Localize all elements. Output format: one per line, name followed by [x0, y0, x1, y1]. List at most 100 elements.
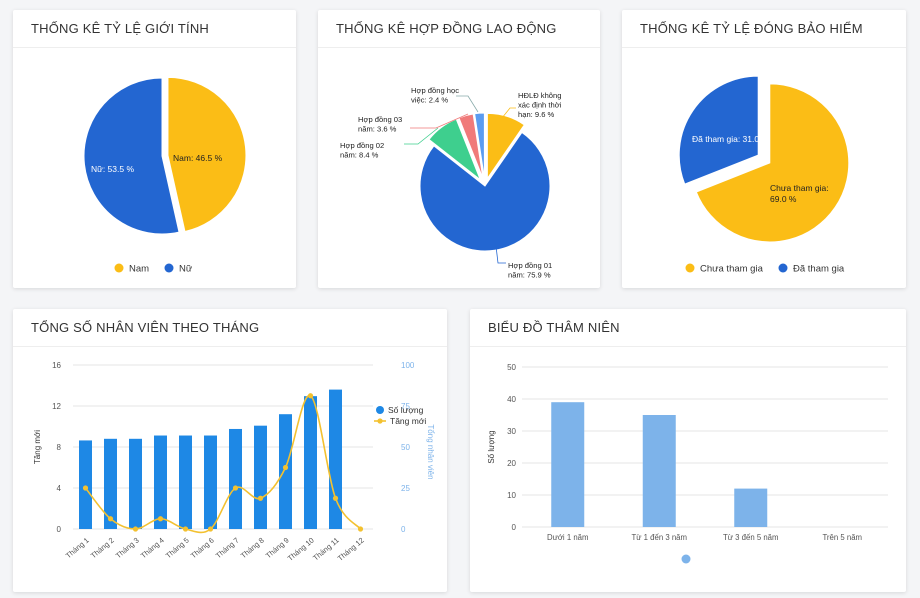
point-tang-moi [332, 495, 339, 501]
legend-label: Số lượng [388, 405, 424, 415]
x-tick-label: Tháng 1 [64, 536, 91, 561]
legend-label: Nữ [179, 264, 193, 275]
x-tick-label: Tháng 6 [189, 536, 216, 561]
bar-so-luong [254, 425, 267, 529]
seniority-bar-chart: 0 10 20 30 40 50 Số lượng Dưới 1 năm Từ 1 đến 3 … [487, 363, 888, 564]
legend-dot [681, 554, 691, 564]
contract-card: THỐNG KÊ HỢP ĐỒNG LAO ĐỘNG HĐLĐ không xác… [318, 10, 600, 288]
bar-so-luong [204, 435, 217, 529]
y-tick: 40 [507, 395, 516, 404]
point-tang-moi [182, 526, 189, 532]
data-label: Nam: 46.5 % [173, 153, 223, 163]
y-tick-right: 25 [401, 484, 410, 493]
point-tang-moi [257, 495, 264, 501]
pie-slice [419, 131, 551, 252]
data-label: Hợp đồng 02 năm: 8.4 % [340, 141, 384, 160]
y-tick-left: 0 [57, 525, 62, 534]
pie-slice [695, 83, 850, 243]
x-tick-label: Tháng 10 [286, 536, 316, 563]
y-tick-left: 4 [57, 484, 62, 493]
x-tick-label: Tháng 8 [239, 536, 266, 561]
legend-dot-nam [114, 263, 124, 273]
x-tick-label: Dưới 1 năm [547, 533, 589, 542]
gender-card: THỐNG KÊ TỶ LỆ GIỚI TÍNH Nam: 46.5 % Nữ: … [13, 10, 296, 288]
pie-slice [678, 75, 759, 185]
data-label: Hợp đồng 03 năm: 3.6 % [358, 115, 402, 134]
x-tick-label: Tháng 11 [311, 536, 341, 563]
legend-label: Chưa tham gia [700, 264, 764, 275]
bar-tham-nien [551, 402, 585, 527]
seniority-card-title: BIỂU ĐỒ THÂM NIÊN [470, 309, 906, 347]
bar-tham-nien [734, 488, 768, 527]
insurance-card-title: THỐNG KÊ TỶ LỆ ĐÓNG BẢO HIỂM [622, 10, 906, 48]
pie-slice [167, 76, 247, 233]
data-label: Chưa tham gia: 69.0 % [770, 183, 829, 204]
y-axis-label: Số lượng [487, 430, 496, 463]
y-tick-right: 50 [401, 443, 410, 452]
legend-dot-nu [164, 263, 174, 273]
legend-dot-so-luong [376, 406, 384, 414]
legend-dot-da-tham-gia [778, 263, 788, 273]
legend-label: Nam [129, 264, 149, 275]
y-tick-right: 0 [401, 525, 406, 534]
x-tick-label: Tháng 7 [214, 536, 241, 561]
point-tang-moi [107, 516, 114, 522]
leader-line [410, 113, 469, 129]
pie-slice [474, 112, 485, 179]
leader-line [456, 95, 479, 113]
y-tick: 50 [507, 363, 516, 372]
bar-so-luong [229, 428, 242, 529]
contract-card-title: THỐNG KÊ HỢP ĐỒNG LAO ĐỘNG [318, 10, 600, 48]
y-tick: 0 [512, 523, 517, 532]
bar-so-luong [329, 389, 342, 529]
contract-pie-chart: HĐLĐ không xác định thời hạn: 9.6 % Hợp đồn… [340, 86, 562, 280]
bar-so-luong [154, 435, 167, 529]
point-tang-moi [357, 526, 364, 532]
x-tick-label: Tháng 2 [89, 536, 116, 561]
x-tick-label: Tháng 12 [336, 536, 366, 563]
leader-line [501, 107, 516, 119]
y-tick: 20 [507, 459, 516, 468]
y-tick: 10 [507, 491, 516, 500]
bar-so-luong [279, 414, 292, 529]
legend-dot-tang-moi [377, 418, 383, 424]
y-tick-left: 8 [57, 443, 62, 452]
line-tang-moi [84, 394, 362, 534]
pie-slice [486, 112, 525, 180]
legend-label: Tăng mới [390, 416, 426, 426]
x-tick-label: Từ 3 đến 5 năm [723, 533, 779, 542]
x-tick-label: Tháng 4 [139, 536, 166, 561]
data-label: HĐLĐ không xác định thời hạn: 9.6 % [518, 91, 562, 119]
monthly-card-title: TỔNG SỐ NHÂN VIÊN THEO THÁNG [13, 309, 447, 347]
insurance-card: THỐNG KÊ TỶ LỆ ĐÓNG BẢO HIỂM Chưa tham g… [622, 10, 906, 288]
data-label: Hợp đồng học việc: 2.4 % [411, 86, 459, 105]
y-axis-label-right: Tổng nhân viên [426, 424, 435, 479]
leader-line [404, 127, 439, 145]
y-axis-label-left: Tăng mới [33, 430, 42, 464]
point-tang-moi [207, 526, 214, 532]
pie-slice [83, 77, 180, 235]
point-tang-moi [132, 526, 139, 532]
bar-so-luong [304, 396, 317, 529]
point-tang-moi [307, 393, 314, 399]
monthly-card: TỔNG SỐ NHÂN VIÊN THEO THÁNG 0 4 8 12 16 0 25 5… [13, 309, 447, 592]
bar-so-luong [104, 438, 117, 529]
y-tick-right: 100 [401, 361, 415, 370]
point-tang-moi [82, 485, 89, 491]
x-tick-label: Tháng 5 [164, 536, 191, 561]
x-tick-label: Tháng 3 [114, 536, 141, 561]
insurance-pie-chart: Chưa tham gia: 69.0 % Đã tham gia: 31.0 % C… [678, 75, 850, 275]
point-tang-moi [282, 464, 289, 471]
y-tick: 30 [507, 427, 516, 436]
bar-so-luong [79, 440, 92, 529]
x-tick-label: Từ 1 đến 3 năm [632, 533, 688, 542]
legend-dot-chua-tham-gia [685, 263, 695, 273]
y-tick-left: 16 [52, 361, 61, 370]
gender-pie-chart: Nam: 46.5 % Nữ: 53.5 % Nam Nữ [83, 76, 247, 275]
bar-so-luong [179, 435, 192, 529]
bar-tham-nien [642, 415, 676, 527]
seniority-card: BIỂU ĐỒ THÂM NIÊN 0 10 20 30 40 50 Số lượng Dướ… [470, 309, 906, 592]
point-tang-moi [157, 516, 164, 522]
gender-card-title: THỐNG KÊ TỶ LỆ GIỚI TÍNH [13, 10, 296, 48]
